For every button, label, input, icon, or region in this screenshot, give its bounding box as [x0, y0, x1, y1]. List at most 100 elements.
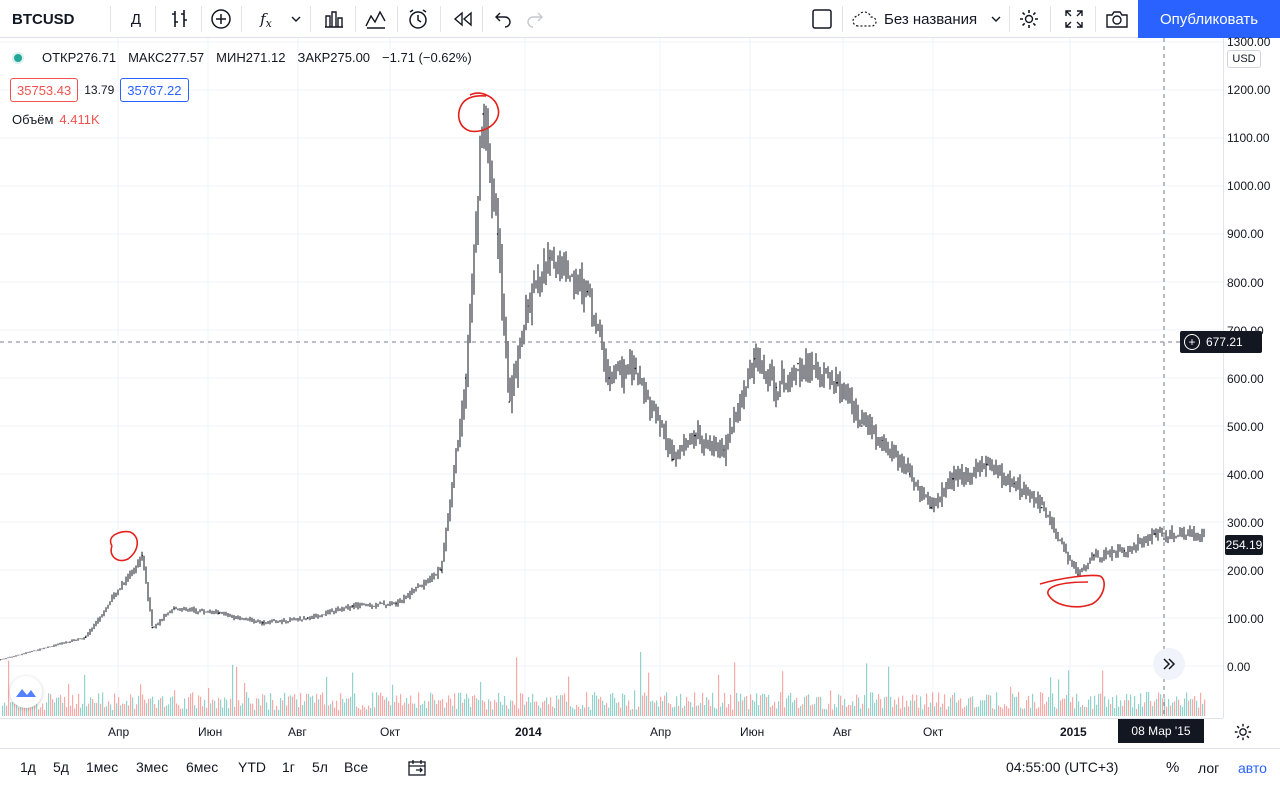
square-select-icon[interactable]	[806, 0, 838, 38]
volume-bar	[618, 702, 620, 716]
open-value: 276.71	[76, 50, 117, 65]
volume-bar	[552, 706, 554, 716]
volume-bar	[318, 699, 320, 716]
volume-bar	[254, 709, 256, 716]
volume-bar	[424, 700, 426, 716]
auto-toggle[interactable]: авто	[1238, 760, 1267, 776]
chart-pane[interactable]	[0, 38, 1223, 718]
redo-icon[interactable]	[520, 0, 550, 38]
volume-bar	[1180, 705, 1182, 716]
range-button[interactable]: 1д	[20, 759, 36, 775]
volume-bar	[452, 705, 454, 716]
compare-chart-icon[interactable]	[358, 0, 394, 38]
undo-icon[interactable]	[488, 0, 518, 38]
range-button[interactable]: 1г	[282, 759, 295, 775]
volume-bar	[696, 705, 698, 716]
alert-clock-icon[interactable]	[400, 0, 436, 38]
market-status-icon[interactable]	[12, 51, 24, 64]
volume-bar	[1134, 696, 1136, 716]
volume-bar	[66, 707, 68, 716]
volume-bar	[314, 702, 316, 716]
volume-bar	[124, 704, 126, 716]
gear-icon[interactable]	[1013, 0, 1045, 38]
volume-bar	[968, 698, 970, 716]
range-button[interactable]: 5д	[53, 759, 69, 775]
range-button[interactable]: 1мес	[86, 759, 119, 775]
compare-add-icon[interactable]	[205, 0, 237, 38]
layout-name[interactable]: Без названия	[884, 10, 978, 28]
volume-bar	[16, 701, 18, 716]
currency-badge[interactable]: USD	[1227, 50, 1261, 68]
volume-bar	[1088, 699, 1090, 716]
volume-bar	[1106, 706, 1108, 716]
chevron-down-icon[interactable]	[286, 0, 306, 38]
range-button[interactable]: 6мес	[186, 759, 219, 775]
replay-icon[interactable]	[446, 0, 480, 38]
volume-bar	[554, 707, 556, 716]
range-button[interactable]: Все	[344, 759, 369, 775]
gear-icon[interactable]	[1230, 719, 1256, 745]
price-point	[482, 113, 484, 115]
bar-style-icon[interactable]	[162, 0, 198, 38]
log-toggle[interactable]: лог	[1198, 760, 1220, 776]
volume-bar	[1068, 670, 1070, 716]
volume-bar	[872, 692, 874, 716]
volume-bar	[1018, 691, 1020, 716]
crosshair-price-label[interactable]: + 677.21	[1180, 331, 1262, 353]
volume-bar	[678, 705, 680, 716]
price-chart[interactable]	[0, 38, 1223, 718]
scroll-to-realtime-button[interactable]	[1153, 648, 1185, 680]
interval-button[interactable]: Д	[130, 10, 142, 28]
volume-bar	[822, 708, 824, 716]
symbol-search-button[interactable]: BTCUSD	[12, 10, 75, 28]
volume-bar	[4, 702, 6, 716]
fullscreen-icon[interactable]	[1058, 0, 1090, 38]
volume-bar	[354, 693, 356, 716]
range-button[interactable]: YTD	[238, 759, 266, 775]
volume-bar	[894, 699, 896, 716]
volume-bar	[1184, 698, 1186, 716]
volume-bar	[688, 701, 690, 716]
camera-icon[interactable]	[1100, 0, 1134, 38]
price-point	[141, 554, 143, 557]
volume-bar	[410, 695, 412, 716]
percent-toggle[interactable]: %	[1166, 759, 1180, 776]
volume-bar	[854, 705, 856, 716]
volume-bar	[996, 692, 998, 716]
date-range-icon[interactable]	[402, 749, 432, 786]
volume-bar	[1066, 695, 1068, 716]
price-point	[908, 473, 911, 475]
price-scale[interactable]	[1223, 38, 1280, 718]
sell-button[interactable]: 35753.43	[10, 78, 79, 102]
tradingview-logo-icon[interactable]	[10, 676, 42, 708]
volume-bar	[352, 672, 354, 716]
time-axis[interactable]: Апр Июн Авг Окт 2014 Апр Июн Авг Окт 2015	[0, 718, 1223, 746]
volume-bar	[68, 683, 70, 716]
volume-bar	[602, 700, 604, 716]
volume-bar	[682, 707, 684, 716]
volume-bar	[426, 707, 428, 716]
price-scale-label: 200.00	[1227, 564, 1264, 579]
volume-bar	[220, 699, 222, 716]
volume-bar	[786, 698, 788, 716]
toolbar-divider	[241, 6, 242, 32]
price-scale-label: 400.00	[1227, 467, 1264, 482]
volume-bar	[706, 697, 708, 716]
chevron-down-icon[interactable]	[986, 0, 1006, 38]
volume-bar	[1156, 698, 1158, 716]
timezone-button[interactable]: 04:55:00 (UTC+3)	[1006, 759, 1119, 775]
volume-bar	[462, 702, 464, 716]
volume-bar	[576, 704, 578, 716]
buy-button[interactable]: 35767.22	[120, 78, 189, 102]
volume-bar	[158, 699, 160, 716]
publish-button[interactable]: Опубликовать	[1138, 0, 1280, 38]
range-button[interactable]: 5л	[312, 759, 328, 775]
plus-icon[interactable]: +	[1184, 334, 1200, 350]
volume-bar	[54, 702, 56, 716]
volume-bar	[104, 707, 106, 716]
range-button[interactable]: 3мес	[136, 759, 169, 775]
templates-icon[interactable]	[316, 0, 352, 38]
volume-bar	[14, 703, 16, 716]
